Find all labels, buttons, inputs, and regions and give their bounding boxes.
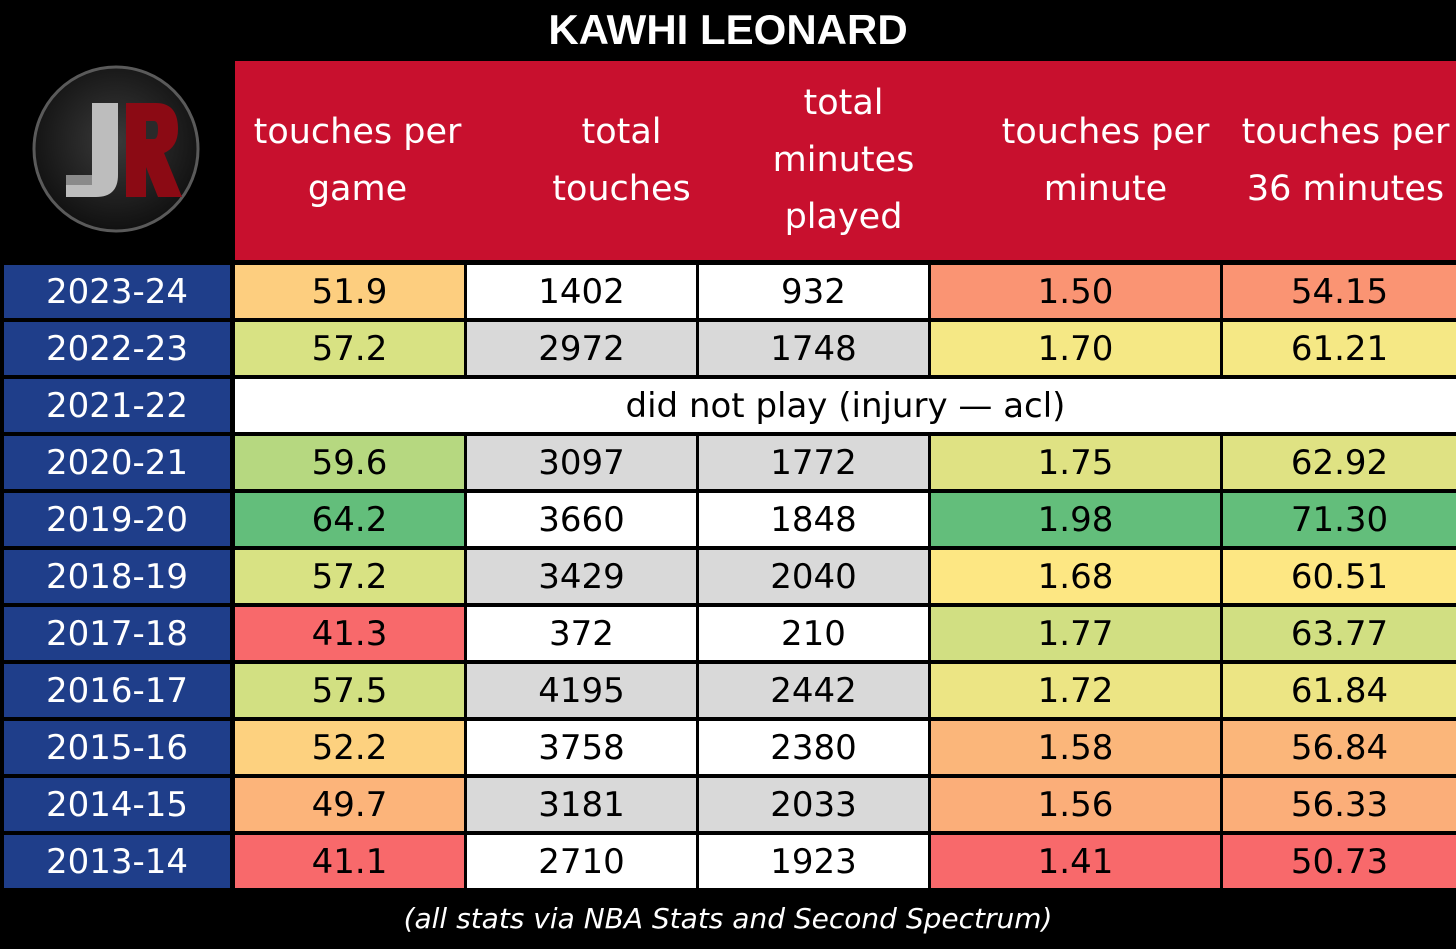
table-cell: 57.5 (235, 664, 464, 717)
table-cell: 1.41 (931, 835, 1220, 888)
table-cell: 1.68 (931, 550, 1220, 603)
table-cell: 41.1 (235, 835, 464, 888)
chart-title: KAWHI LEONARD (548, 6, 908, 53)
table-cell: 57.2 (235, 550, 464, 603)
season-label: 2015-16 (4, 721, 230, 774)
table-cell: 2033 (699, 778, 928, 831)
table-cell: 57.2 (235, 322, 464, 375)
table-cell: 2380 (699, 721, 928, 774)
season-label: 2021-22 (4, 379, 230, 432)
season-label: 2017-18 (4, 607, 230, 660)
jr-logo (30, 63, 202, 235)
table-cell: 3429 (467, 550, 696, 603)
did-not-play-note: did not play (injury — acl) (235, 379, 1456, 432)
season-label: 2014-15 (4, 778, 230, 831)
table-cell: 1.75 (931, 436, 1220, 489)
table-cell: 2972 (467, 322, 696, 375)
season-label: 2019-20 (4, 493, 230, 546)
table-cell: 60.51 (1223, 550, 1456, 603)
table-cell: 54.15 (1223, 265, 1456, 318)
table-cell: 51.9 (235, 265, 464, 318)
table-cell: 1848 (699, 493, 928, 546)
table-cell: 56.84 (1223, 721, 1456, 774)
table-cell: 1748 (699, 322, 928, 375)
table-cell: 2442 (699, 664, 928, 717)
season-label: 2022-23 (4, 322, 230, 375)
table-cell: 3097 (467, 436, 696, 489)
table-cell: 1923 (699, 835, 928, 888)
table-cell: 3758 (467, 721, 696, 774)
table-cell: 1772 (699, 436, 928, 489)
table-cell: 1.70 (931, 322, 1220, 375)
table-cell: 59.6 (235, 436, 464, 489)
table-cell: 2040 (699, 550, 928, 603)
table-cell: 2710 (467, 835, 696, 888)
season-label: 2018-19 (4, 550, 230, 603)
table-cell: 1.72 (931, 664, 1220, 717)
table-cell: 61.84 (1223, 664, 1456, 717)
table-cell: 3660 (467, 493, 696, 546)
table-cell: 932 (699, 265, 928, 318)
season-label: 2020-21 (4, 436, 230, 489)
table-cell: 1402 (467, 265, 696, 318)
table-cell: 372 (467, 607, 696, 660)
table-cell: 1.56 (931, 778, 1220, 831)
season-label: 2013-14 (4, 835, 230, 888)
season-label: 2016-17 (4, 664, 230, 717)
season-label: 2023-24 (4, 265, 230, 318)
table-cell: 50.73 (1223, 835, 1456, 888)
table-cell: 1.77 (931, 607, 1220, 660)
table-cell: 71.30 (1223, 493, 1456, 546)
table-cell: 1.50 (931, 265, 1220, 318)
table-cell: 62.92 (1223, 436, 1456, 489)
column-header: touches per 36 minutes (1223, 61, 1456, 260)
table-cell: 56.33 (1223, 778, 1456, 831)
source-footnote: (all stats via NBA Stats and Second Spec… (403, 902, 1053, 935)
table-cell: 63.77 (1223, 607, 1456, 660)
table-cell: 1.98 (931, 493, 1220, 546)
table-cell: 49.7 (235, 778, 464, 831)
column-header: touches per minute (931, 61, 1280, 260)
table-cell: 64.2 (235, 493, 464, 546)
column-header: touches per game (235, 61, 480, 260)
table-cell: 3181 (467, 778, 696, 831)
table-cell: 1.58 (931, 721, 1220, 774)
table-cell: 41.3 (235, 607, 464, 660)
table-cell: 61.21 (1223, 322, 1456, 375)
table-cell: 210 (699, 607, 928, 660)
table-cell: 52.2 (235, 721, 464, 774)
table-cell: 4195 (467, 664, 696, 717)
